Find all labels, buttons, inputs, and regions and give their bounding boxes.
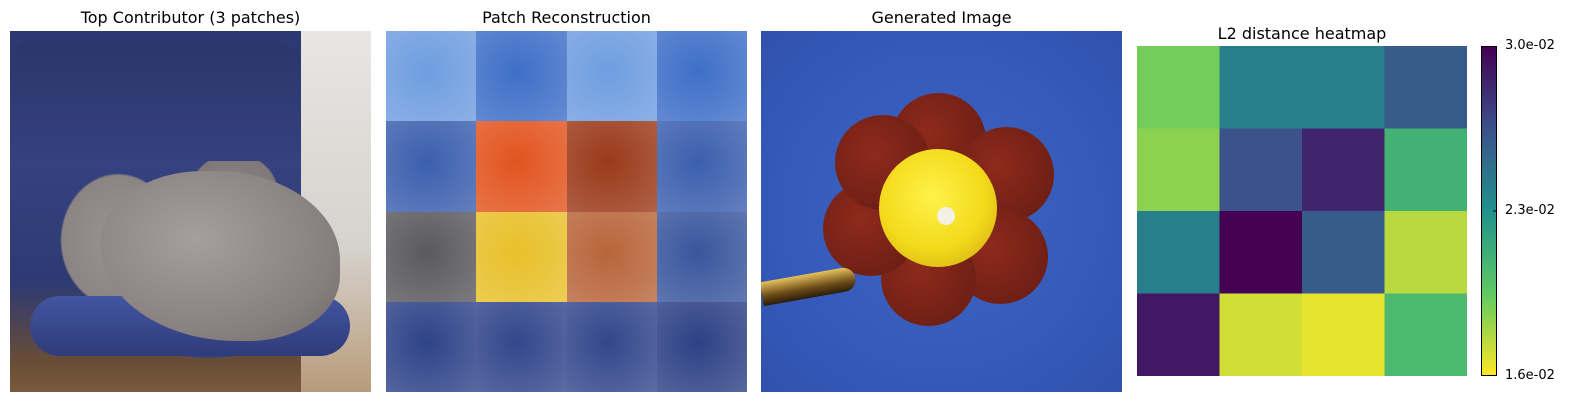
patch-0-3 <box>656 31 747 122</box>
patch-2-2 <box>566 211 657 302</box>
patch-1-1 <box>476 121 567 212</box>
top-contributor-image <box>10 31 371 392</box>
patch-3-0 <box>386 301 477 392</box>
colorbar-tick-label: 2.3e-02 <box>1505 203 1555 218</box>
colorbar-tick-label: 1.6e-02 <box>1505 368 1555 383</box>
patch-reconstruction-grid <box>386 31 747 392</box>
heatmap-cell-2-2 <box>1302 211 1385 294</box>
heatmap-cell-0-3 <box>1384 46 1467 129</box>
colorbar-tick-label: 3.0e-02 <box>1505 38 1555 53</box>
chair-backrest <box>10 41 310 161</box>
patch-3-1 <box>476 301 567 392</box>
patch-3-3 <box>656 301 747 392</box>
panel-title-patch-reconstruction: Patch Reconstruction <box>482 8 651 27</box>
heatmap-cell-3-1 <box>1219 293 1303 376</box>
heatmap-cell-0-0 <box>1137 46 1220 129</box>
panel-title-heatmap: L2 distance heatmap <box>1217 24 1387 43</box>
patch-2-1 <box>476 211 567 302</box>
flower-center-dot <box>937 207 955 225</box>
heatmap-cell-3-2 <box>1302 293 1385 376</box>
heatmap-cell-1-3 <box>1384 128 1467 212</box>
heatmap-cell-2-0 <box>1137 211 1220 294</box>
heatmap-cell-2-3 <box>1384 211 1467 294</box>
patch-0-2 <box>566 31 657 122</box>
patch-1-2 <box>566 121 657 212</box>
heatmap-cell-0-1 <box>1219 46 1303 129</box>
flower-center <box>879 149 997 267</box>
heatmap-colorbar <box>1481 46 1497 376</box>
patch-1-3 <box>656 121 747 212</box>
heatmap-cell-1-2 <box>1302 128 1385 212</box>
patch-0-1 <box>476 31 567 122</box>
hair-clip <box>761 265 858 307</box>
heatmap-cell-3-3 <box>1384 293 1467 376</box>
heatmap-cell-1-0 <box>1137 128 1220 212</box>
patch-1-0 <box>386 121 477 212</box>
l2-distance-heatmap <box>1137 46 1467 376</box>
heatmap-cell-2-1 <box>1219 211 1303 294</box>
heatmap-cell-3-0 <box>1137 293 1220 376</box>
generated-image <box>761 31 1122 392</box>
patch-2-3 <box>656 211 747 302</box>
patch-3-2 <box>566 301 657 392</box>
dog <box>100 171 340 341</box>
panel-title-generated-image: Generated Image <box>871 8 1012 27</box>
heatmap-cell-0-2 <box>1302 46 1385 129</box>
patch-2-0 <box>386 211 477 302</box>
patch-0-0 <box>386 31 477 122</box>
heatmap-cell-1-1 <box>1219 128 1303 212</box>
panel-title-top-contributor: Top Contributor (3 patches) <box>80 8 301 27</box>
